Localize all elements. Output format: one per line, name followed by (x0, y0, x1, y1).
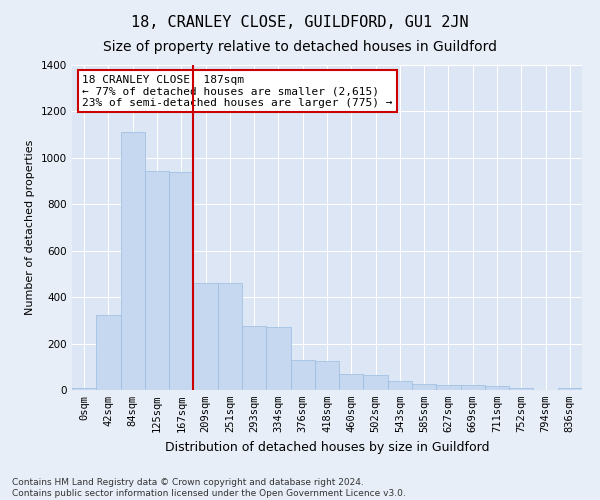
Bar (72, 388, 96, 390)
Bar (436, 385, 461, 390)
Bar (290, 360, 315, 390)
Bar (509, 388, 533, 390)
Bar (412, 384, 436, 390)
Text: 18 CRANLEY CLOSE: 187sqm
← 77% of detached houses are smaller (2,615)
23% of sem: 18 CRANLEY CLOSE: 187sqm ← 77% of detach… (82, 74, 392, 108)
Bar (558, 388, 582, 390)
Bar (121, 132, 145, 390)
Bar (388, 381, 412, 390)
Bar (193, 283, 218, 390)
Text: 18, CRANLEY CLOSE, GUILDFORD, GU1 2JN: 18, CRANLEY CLOSE, GUILDFORD, GU1 2JN (131, 15, 469, 30)
Bar (242, 326, 266, 390)
Bar (96, 314, 121, 390)
Bar (485, 386, 509, 390)
Bar (339, 374, 364, 390)
X-axis label: Distribution of detached houses by size in Guildford: Distribution of detached houses by size … (165, 440, 489, 454)
Y-axis label: Number of detached properties: Number of detached properties (25, 140, 35, 315)
Text: Contains HM Land Registry data © Crown copyright and database right 2024.
Contai: Contains HM Land Registry data © Crown c… (12, 478, 406, 498)
Bar (145, 170, 169, 390)
Text: Size of property relative to detached houses in Guildford: Size of property relative to detached ho… (103, 40, 497, 54)
Bar (169, 172, 193, 390)
Bar (461, 386, 485, 390)
Bar (315, 361, 339, 390)
Bar (266, 328, 290, 390)
Bar (218, 283, 242, 390)
Bar (364, 375, 388, 390)
